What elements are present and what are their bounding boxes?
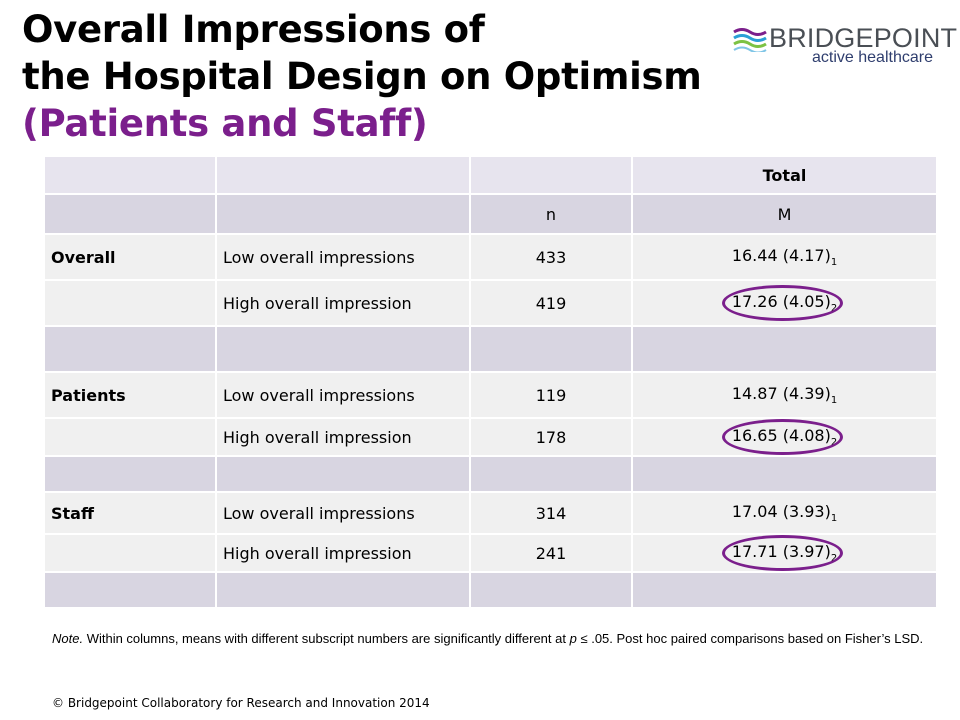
circled-mean: 17.26 (4.05)2 (721, 284, 844, 322)
wave-stripes-icon (733, 28, 767, 52)
group-label (43, 533, 217, 573)
logo-tagline: active healthcare (812, 49, 933, 66)
mean-value: 16.65 (4.08)2 (631, 417, 938, 457)
title-subtitle: (Patients and Staff) (22, 102, 428, 145)
circled-mean: 16.65 (4.08)2 (721, 420, 844, 454)
table-row: High overall impression 241 17.71 (3.97)… (43, 533, 938, 573)
n-value: 178 (469, 417, 633, 457)
impression-label: High overall impression (215, 417, 471, 457)
table-row: High overall impression 178 16.65 (4.08)… (43, 417, 938, 457)
note-p-symbol: p (569, 631, 577, 646)
results-table: Total n M Overall Low overall impression… (43, 155, 938, 609)
table-row: Patients Low overall impressions 119 14.… (43, 371, 938, 419)
n-value: 433 (469, 233, 633, 281)
impression-label: High overall impression (215, 533, 471, 573)
group-label: Staff (43, 491, 217, 535)
impression-label: Low overall impressions (215, 491, 471, 535)
mean-value: 16.44 (4.17)1 (631, 233, 938, 281)
spacer-row (43, 455, 938, 493)
subscript: 2 (830, 437, 838, 449)
subscript: 1 (830, 395, 838, 407)
spacer-row (43, 325, 938, 373)
impression-label: High overall impression (215, 279, 471, 327)
table-note: Note. Within columns, means with differe… (52, 630, 957, 648)
mean-value: 17.04 (3.93)1 (631, 491, 938, 535)
mean-value: 17.26 (4.05)2 (631, 279, 938, 327)
n-value: 241 (469, 533, 633, 573)
header-blank (215, 193, 471, 235)
subscript: 1 (830, 257, 838, 269)
spacer-row (43, 571, 938, 609)
slide-title: Overall Impressions of the Hospital Desi… (22, 6, 702, 147)
m-header: M (631, 193, 938, 235)
header-blank (469, 155, 633, 195)
subscript: 1 (830, 513, 838, 525)
mean-text: 17.04 (3.93) (731, 501, 831, 521)
group-label (43, 417, 217, 457)
logo-wordmark: BRIDGEPOINT (769, 23, 958, 53)
impression-label: Low overall impressions (215, 233, 471, 281)
mean-text: 17.26 (4.05) (731, 291, 831, 311)
mean-text: 14.87 (4.39) (731, 383, 831, 403)
table-header-row: Total (43, 155, 938, 195)
copyright-footer: © Bridgepoint Collaboratory for Research… (52, 696, 430, 710)
note-label: Note. (52, 631, 84, 646)
header-blank (43, 193, 217, 235)
header-blank (215, 155, 471, 195)
table-row: Staff Low overall impressions 314 17.04 … (43, 491, 938, 535)
mean-value: 17.71 (3.97)2 (631, 533, 938, 573)
table-row: Overall Low overall impressions 433 16.4… (43, 233, 938, 281)
group-label (43, 279, 217, 327)
subscript: 2 (830, 553, 838, 565)
mean-text: 17.71 (3.97) (731, 541, 831, 561)
impression-label: Low overall impressions (215, 371, 471, 419)
note-text-b: ≤ .05. Post hoc paired comparisons based… (576, 631, 924, 646)
bridgepoint-logo: BRIDGEPOINT active healthcare (733, 22, 957, 68)
n-value: 314 (469, 491, 633, 535)
group-label: Patients (43, 371, 217, 419)
title-line-2: the Hospital Design on Optimism (22, 55, 702, 98)
mean-text: 16.44 (4.17) (731, 245, 831, 265)
total-header: Total (631, 155, 938, 195)
group-label: Overall (43, 233, 217, 281)
n-value: 119 (469, 371, 633, 419)
n-header: n (469, 193, 633, 235)
header-blank (43, 155, 217, 195)
circled-mean: 17.71 (3.97)2 (721, 536, 844, 570)
title-line-1: Overall Impressions of (22, 8, 485, 51)
n-value: 419 (469, 279, 633, 327)
subscript: 2 (830, 303, 838, 315)
mean-text: 16.65 (4.08) (731, 425, 831, 445)
mean-value: 14.87 (4.39)1 (631, 371, 938, 419)
note-text-a: Within columns, means with different sub… (83, 631, 570, 646)
table-subheader-row: n M (43, 193, 938, 235)
table-row: High overall impression 419 17.26 (4.05)… (43, 279, 938, 327)
